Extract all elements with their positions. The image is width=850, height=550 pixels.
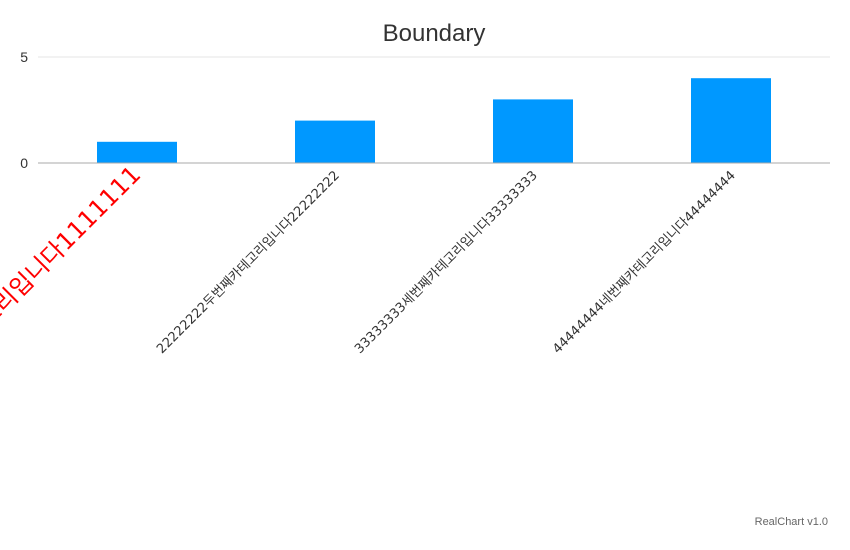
bar[interactable] <box>493 99 573 163</box>
y-tick-label: 5 <box>20 49 28 65</box>
x-tick-label: 22222222두번째카테고리입니다22222222 <box>154 168 343 357</box>
bar[interactable] <box>97 141 177 163</box>
chart-credit[interactable]: RealChart v1.0 <box>754 516 828 528</box>
y-axis-ticks: 05 <box>20 49 28 171</box>
bar[interactable] <box>295 120 375 163</box>
x-axis-ticks: 1111111첫번째카테고리입니다1111111 22222222두번째카테고리입… <box>0 160 739 487</box>
chart-title: Boundary <box>383 20 486 47</box>
bars <box>97 78 771 163</box>
y-tick-label: 0 <box>20 155 28 171</box>
x-tick-label: 44444444네번째카테고리입니다44444444 <box>550 168 739 357</box>
x-tick-label: 33333333세번째카테고리입니다33333333 <box>352 168 541 357</box>
bar[interactable] <box>691 78 771 163</box>
x-tick-label: 1111111첫번째카테고리입니다1111111 <box>0 160 146 487</box>
